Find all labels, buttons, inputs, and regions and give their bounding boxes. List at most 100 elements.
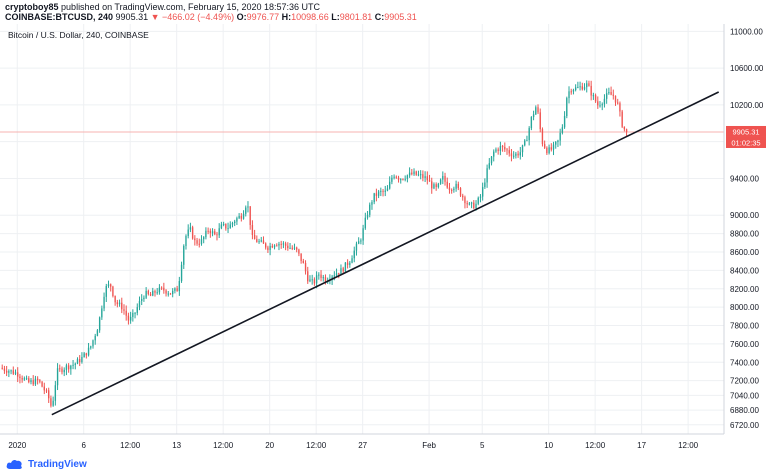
candle-body[interactable] <box>369 204 371 215</box>
candles[interactable] <box>1 80 628 408</box>
candle-body[interactable] <box>355 243 358 251</box>
candle-body[interactable] <box>87 347 90 356</box>
candle-body[interactable] <box>605 93 608 99</box>
candle-body[interactable] <box>231 222 234 225</box>
candle-body[interactable] <box>196 240 198 244</box>
candle-body[interactable] <box>439 179 442 184</box>
candle-body[interactable] <box>590 85 592 96</box>
chart-svg[interactable]: 6720.00 6880.00 7040.00 7200.00 7400.00 7600.… <box>0 24 768 454</box>
candle-body[interactable] <box>625 129 628 132</box>
candle-body[interactable] <box>300 253 302 261</box>
candle-body[interactable] <box>426 176 429 181</box>
candle-body[interactable] <box>134 312 136 314</box>
candle-body[interactable] <box>234 221 236 223</box>
candle-body[interactable] <box>145 290 147 298</box>
candle-body[interactable] <box>178 281 181 292</box>
candle-body[interactable] <box>508 150 510 154</box>
candle-body[interactable] <box>608 92 610 94</box>
candle-body[interactable] <box>96 330 99 336</box>
candle-body[interactable] <box>588 83 590 86</box>
candle-body[interactable] <box>610 92 612 95</box>
candle-body[interactable] <box>601 104 603 106</box>
candle-body[interactable] <box>163 287 165 291</box>
candle-body[interactable] <box>371 202 373 205</box>
candle-body[interactable] <box>43 386 45 391</box>
candle-body[interactable] <box>141 299 143 301</box>
candle-body[interactable] <box>320 274 322 279</box>
candle-body[interactable] <box>256 239 258 242</box>
candle-body[interactable] <box>419 174 422 176</box>
candle-body[interactable] <box>149 294 152 296</box>
candle-body[interactable] <box>154 290 156 293</box>
candle-body[interactable] <box>415 171 417 175</box>
candle-body[interactable] <box>30 380 32 383</box>
candle-body[interactable] <box>572 89 575 92</box>
candle-body[interactable] <box>185 235 187 246</box>
x-axis[interactable]: 2020 6 12:00 13 12:00 20 12:00 27 Feb 5 10 12:00 17 1… <box>8 441 698 450</box>
candle-body[interactable] <box>481 187 484 197</box>
candle-body[interactable] <box>506 149 508 151</box>
candle-body[interactable] <box>621 111 623 127</box>
candle-body[interactable] <box>477 197 479 204</box>
candle-body[interactable] <box>577 86 579 88</box>
candle-body[interactable] <box>362 228 364 241</box>
candle-body[interactable] <box>574 87 577 90</box>
candle-body[interactable] <box>160 287 163 289</box>
candle-body[interactable] <box>293 247 296 249</box>
candle-body[interactable] <box>123 309 125 311</box>
candle-body[interactable] <box>302 260 305 263</box>
price-chart[interactable]: 6720.00 6880.00 7040.00 7200.00 7400.00 7600.… <box>0 24 768 454</box>
candle-body[interactable] <box>25 378 28 380</box>
candle-body[interactable] <box>360 240 362 242</box>
candle-body[interactable] <box>147 290 150 295</box>
candle-body[interactable] <box>530 117 533 129</box>
candle-body[interactable] <box>276 245 278 247</box>
candle-body[interactable] <box>216 234 218 236</box>
candle-body[interactable] <box>535 107 537 115</box>
candle-body[interactable] <box>21 378 23 380</box>
candle-body[interactable] <box>214 231 216 235</box>
candle-body[interactable] <box>386 188 389 191</box>
candle-body[interactable] <box>519 152 521 156</box>
candle-body[interactable] <box>581 86 583 90</box>
candle-body[interactable] <box>515 153 517 156</box>
candle-body[interactable] <box>493 151 495 157</box>
candle-body[interactable] <box>543 144 546 148</box>
candle-body[interactable] <box>34 378 37 385</box>
candle-body[interactable] <box>105 286 107 297</box>
y-axis[interactable]: 6720.00 6880.00 7040.00 7200.00 7400.00 7600.… <box>730 27 764 429</box>
candle-body[interactable] <box>227 228 229 230</box>
candle-body[interactable] <box>242 213 245 219</box>
candle-body[interactable] <box>612 94 614 96</box>
candle-body[interactable] <box>81 357 83 363</box>
candle-body[interactable] <box>428 180 431 182</box>
candle-body[interactable] <box>265 243 267 248</box>
candle-body[interactable] <box>395 176 398 178</box>
candle-body[interactable] <box>222 223 225 225</box>
candle-body[interactable] <box>258 241 260 243</box>
candle-body[interactable] <box>90 346 92 348</box>
candle-body[interactable] <box>413 171 415 175</box>
candle-body[interactable] <box>262 240 265 244</box>
candle-body[interactable] <box>450 189 453 191</box>
candle-body[interactable] <box>72 364 74 366</box>
candle-body[interactable] <box>205 230 207 238</box>
candle-body[interactable] <box>331 276 333 280</box>
candle-body[interactable] <box>488 163 490 169</box>
candle-body[interactable] <box>304 262 307 272</box>
tradingview-logo[interactable]: TradingView <box>6 457 87 471</box>
candle-body[interactable] <box>526 140 528 142</box>
candle-body[interactable] <box>200 239 203 244</box>
candle-body[interactable] <box>486 168 488 183</box>
candle-body[interactable] <box>340 268 342 274</box>
candle-body[interactable] <box>541 129 544 145</box>
candle-body[interactable] <box>132 312 134 317</box>
candle-body[interactable] <box>220 224 223 229</box>
candle-body[interactable] <box>464 197 466 204</box>
candle-body[interactable] <box>240 216 243 219</box>
candle-body[interactable] <box>152 290 154 296</box>
candle-body[interactable] <box>1 367 3 369</box>
candle-body[interactable] <box>172 290 174 295</box>
candle-body[interactable] <box>344 262 347 272</box>
candle-body[interactable] <box>52 400 54 406</box>
